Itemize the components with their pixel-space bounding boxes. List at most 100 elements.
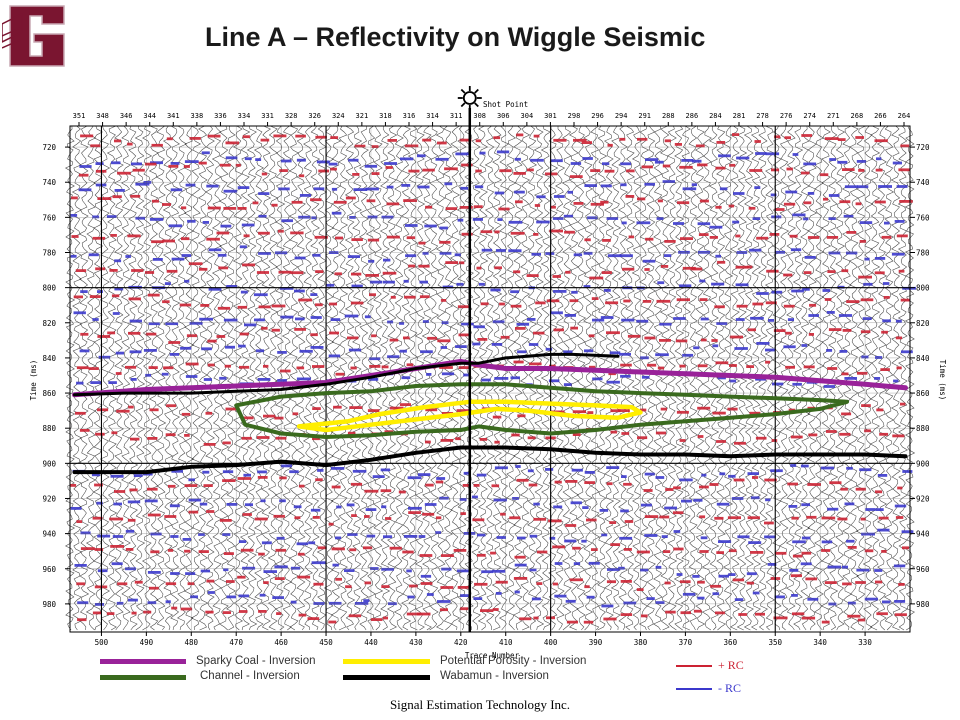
rc-mark xyxy=(620,374,631,378)
rc-mark xyxy=(476,473,487,477)
rc-mark xyxy=(790,435,803,439)
rc-mark xyxy=(859,221,873,224)
rc-mark xyxy=(602,239,611,242)
rc-mark xyxy=(844,377,857,380)
rc-mark xyxy=(882,600,891,604)
rc-mark xyxy=(700,536,708,540)
rc-mark xyxy=(351,482,363,486)
x-tick-label: 370 xyxy=(679,638,693,647)
rc-mark xyxy=(549,229,563,233)
rc-mark xyxy=(801,616,816,620)
rc-mark xyxy=(274,577,285,580)
rc-mark xyxy=(645,237,654,241)
rc-mark xyxy=(435,531,441,534)
rc-mark xyxy=(564,230,575,234)
rc-mark xyxy=(621,432,630,435)
rc-mark xyxy=(462,484,470,487)
rc-mark xyxy=(844,185,858,189)
rc-mark xyxy=(774,595,785,599)
rc-mark xyxy=(460,186,469,190)
rc-mark xyxy=(461,163,473,167)
rc-mark xyxy=(495,592,502,595)
wiggle-trace xyxy=(617,125,628,631)
rc-mark xyxy=(874,569,883,572)
rc-mark xyxy=(80,531,91,535)
rc-mark xyxy=(387,355,400,359)
rc-mark xyxy=(824,137,839,140)
rc-mark xyxy=(289,470,299,474)
rc-mark xyxy=(754,186,761,189)
rc-mark xyxy=(840,487,848,491)
rc-mark xyxy=(313,582,324,586)
rc-mark xyxy=(386,202,400,206)
rc-mark xyxy=(472,518,485,522)
rc-mark xyxy=(847,614,861,618)
rc-mark xyxy=(756,342,770,345)
rc-mark xyxy=(481,570,493,574)
rc-mark xyxy=(347,533,358,536)
rc-mark xyxy=(636,588,644,591)
rc-mark xyxy=(198,267,208,271)
channel-legend-label: Channel - Inversion xyxy=(200,670,300,682)
rc-mark xyxy=(606,217,619,220)
shot-point-label: 321 xyxy=(356,112,369,120)
rc-mark xyxy=(644,534,658,537)
rc-mark xyxy=(533,616,539,620)
rc-mark xyxy=(184,279,190,283)
rc-mark xyxy=(275,548,287,552)
rc-mark xyxy=(294,328,306,331)
rc-mark xyxy=(712,344,719,348)
rc-mark xyxy=(846,231,857,234)
shot-point-label: 351 xyxy=(73,112,86,120)
rc-mark xyxy=(475,169,482,173)
rc-mark xyxy=(182,538,191,541)
rc-mark xyxy=(458,366,471,369)
rc-mark xyxy=(718,154,731,158)
rc-mark xyxy=(675,339,688,343)
rc-mark xyxy=(205,610,214,614)
rc-mark xyxy=(170,535,179,538)
x-tick-label: 380 xyxy=(634,638,648,647)
wiggle-trace xyxy=(155,125,167,631)
wiggle-trace xyxy=(834,125,846,631)
rc-mark xyxy=(801,503,810,507)
rc-mark xyxy=(711,339,718,342)
rc-mark xyxy=(418,535,426,538)
rc-mark xyxy=(665,610,676,614)
rc-mark xyxy=(408,169,420,173)
rc-mark xyxy=(425,205,433,209)
rc-mark xyxy=(655,601,665,604)
rc-mark xyxy=(855,581,866,584)
rc-mark xyxy=(637,436,648,440)
rc-mark xyxy=(216,335,226,338)
rc-mark xyxy=(311,216,317,220)
rc-mark xyxy=(567,190,573,194)
y-tick-label-right: 820 xyxy=(916,319,930,328)
rc-mark xyxy=(679,439,686,442)
rc-mark xyxy=(457,218,464,222)
rc-mark xyxy=(330,318,341,321)
rc-mark xyxy=(310,198,322,202)
rc-mark xyxy=(655,565,662,569)
rc-mark xyxy=(517,536,526,540)
rc-mark xyxy=(109,517,124,521)
rc-mark xyxy=(534,204,541,207)
rc-mark xyxy=(860,517,866,521)
rc-mark xyxy=(892,161,902,165)
rc-mark xyxy=(145,373,151,377)
rc-mark xyxy=(894,220,905,223)
rc-mark xyxy=(732,220,740,224)
rc-mark xyxy=(129,319,142,323)
rc-mark xyxy=(114,490,126,493)
rc-mark xyxy=(548,379,560,383)
rc-mark xyxy=(699,550,709,553)
rc-mark xyxy=(108,381,117,384)
rc-mark xyxy=(895,336,903,340)
rc-mark xyxy=(514,190,525,194)
rc-mark xyxy=(186,334,197,338)
rc-mark xyxy=(884,221,890,225)
rc-mark xyxy=(826,236,839,239)
rc-mark xyxy=(765,152,780,156)
rc-mark xyxy=(390,295,396,299)
rc-mark xyxy=(864,257,870,261)
